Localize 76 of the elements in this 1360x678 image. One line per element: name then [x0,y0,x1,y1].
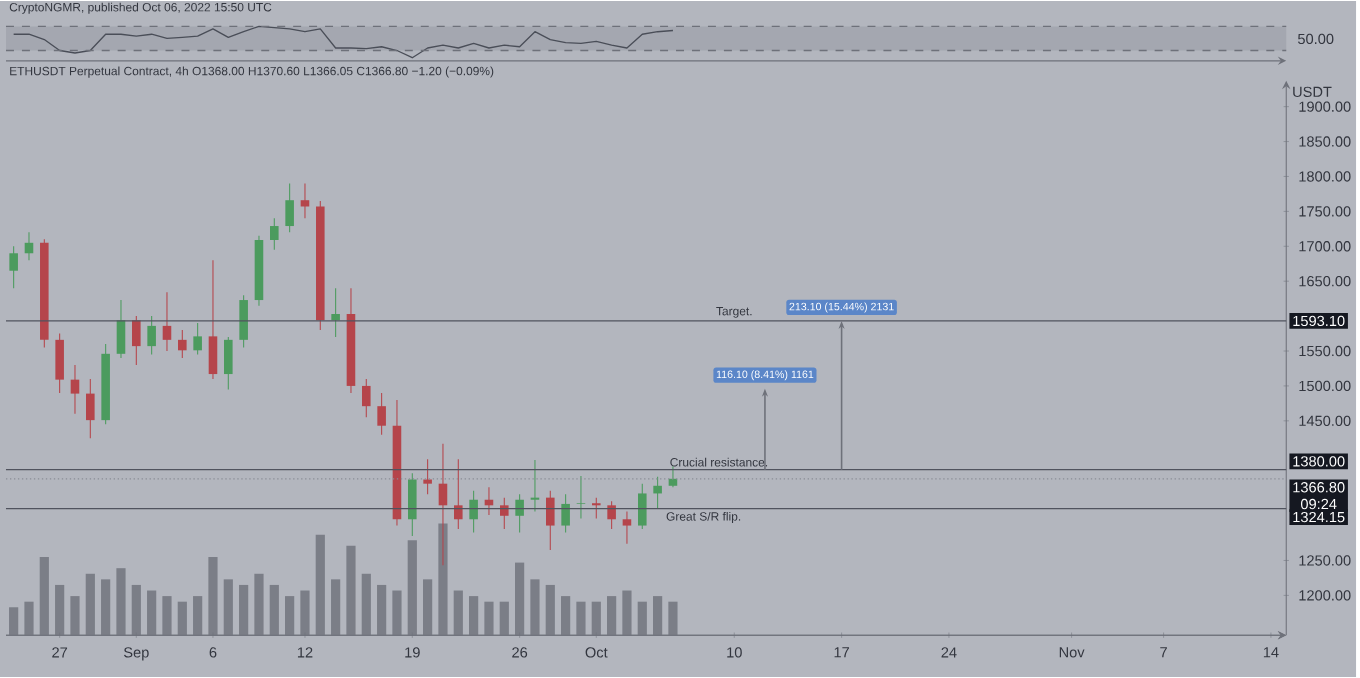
bar [85,574,95,636]
candlestick [469,490,478,534]
candlestick [500,497,509,531]
bar [515,563,525,636]
candlestick [162,292,172,353]
bar [438,523,448,636]
candlestick [545,490,555,551]
bar [285,596,295,636]
bar [637,602,647,636]
candlestick [377,392,386,436]
candlestick [178,330,187,359]
bar [223,579,233,636]
bar [453,590,463,636]
bar [193,596,203,636]
candlestick [285,183,294,234]
candlestick [270,218,279,251]
bar [591,602,601,636]
candlestick [362,378,371,419]
bar [653,596,663,636]
bar [101,579,111,636]
candlestick [423,459,432,496]
bar [484,602,494,636]
bar [269,585,279,636]
bar [162,596,172,636]
candlestick [576,475,586,520]
bar [607,596,617,636]
bar [331,579,341,636]
candlestick [86,378,95,440]
bar [24,602,34,636]
candlestick [55,333,64,394]
candlestick [147,316,156,356]
bar [239,585,249,636]
bar [423,579,433,636]
bar [561,596,571,636]
bar [9,607,19,636]
bar [147,590,157,636]
candlestick [607,501,616,531]
bar [208,557,218,636]
bar [254,574,264,636]
bar [177,602,187,636]
bar [407,540,417,636]
candlestick [70,364,80,415]
bar [469,596,479,636]
candlestick [637,483,647,531]
candlestick [515,494,524,534]
candlestick [668,466,678,489]
bar [116,568,126,636]
candlestick [591,497,601,520]
bar [361,574,371,636]
bar [668,602,678,636]
bar [131,585,141,636]
bar [300,590,310,636]
bar [55,585,65,636]
candlestick [331,288,340,339]
candlestick [622,511,632,545]
bar [377,585,387,636]
bar [39,557,49,636]
bar [70,596,80,636]
bar [545,585,555,636]
candlestick [9,246,18,290]
bar [315,535,325,636]
candlestick [454,459,463,531]
candlestick [239,295,248,349]
bar [346,546,356,636]
bar [392,590,402,636]
candlestick [224,337,233,391]
bar [499,602,509,636]
candlestick [408,473,417,538]
candlestick [132,316,141,366]
bar [530,579,540,636]
candlestick [561,494,570,534]
candlestick [208,260,218,380]
bar [576,602,586,636]
bar [622,590,632,636]
candlestick [653,476,662,510]
candlestick [193,323,202,356]
